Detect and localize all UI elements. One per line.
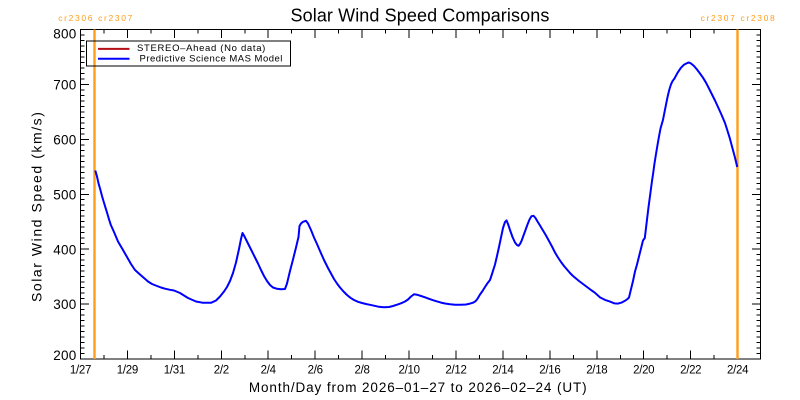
svg-text:600: 600 — [53, 133, 76, 148]
svg-text:800: 800 — [53, 26, 76, 41]
svg-text:2/6: 2/6 — [308, 364, 323, 376]
svg-text:2/4: 2/4 — [261, 364, 277, 376]
svg-text:2/18: 2/18 — [586, 364, 607, 376]
svg-text:2/22: 2/22 — [680, 364, 701, 376]
svg-text:Predictive Science MAS Model: Predictive Science MAS Model — [140, 54, 283, 65]
svg-text:cr2306 cr2307: cr2306 cr2307 — [58, 13, 134, 23]
svg-text:2/14: 2/14 — [492, 364, 514, 376]
svg-text:Solar Wind Speed (km/s): Solar Wind Speed (km/s) — [29, 111, 45, 302]
svg-text:2/10: 2/10 — [399, 364, 420, 376]
svg-text:cr2307 cr2308: cr2307 cr2308 — [701, 13, 777, 23]
svg-text:2/8: 2/8 — [355, 364, 370, 376]
svg-text:2/24: 2/24 — [727, 364, 749, 376]
svg-text:2/20: 2/20 — [633, 364, 654, 376]
svg-text:Month/Day from 2026–01–27 to 2: Month/Day from 2026–01–27 to 2026–02–24 … — [249, 380, 588, 395]
svg-text:200: 200 — [53, 348, 76, 363]
svg-text:STEREO–Ahead (No data): STEREO–Ahead (No data) — [137, 43, 266, 54]
svg-text:500: 500 — [53, 187, 76, 202]
svg-text:300: 300 — [53, 297, 76, 312]
svg-text:2/2: 2/2 — [214, 364, 229, 376]
svg-text:2/12: 2/12 — [445, 364, 466, 376]
svg-text:700: 700 — [53, 78, 76, 93]
svg-text:1/29: 1/29 — [117, 364, 138, 376]
svg-text:2/16: 2/16 — [539, 364, 560, 376]
svg-text:Solar Wind Speed Comparisons: Solar Wind Speed Comparisons — [291, 5, 550, 25]
svg-text:1/27: 1/27 — [70, 364, 91, 376]
svg-text:400: 400 — [53, 242, 76, 257]
svg-text:1/31: 1/31 — [164, 364, 185, 376]
